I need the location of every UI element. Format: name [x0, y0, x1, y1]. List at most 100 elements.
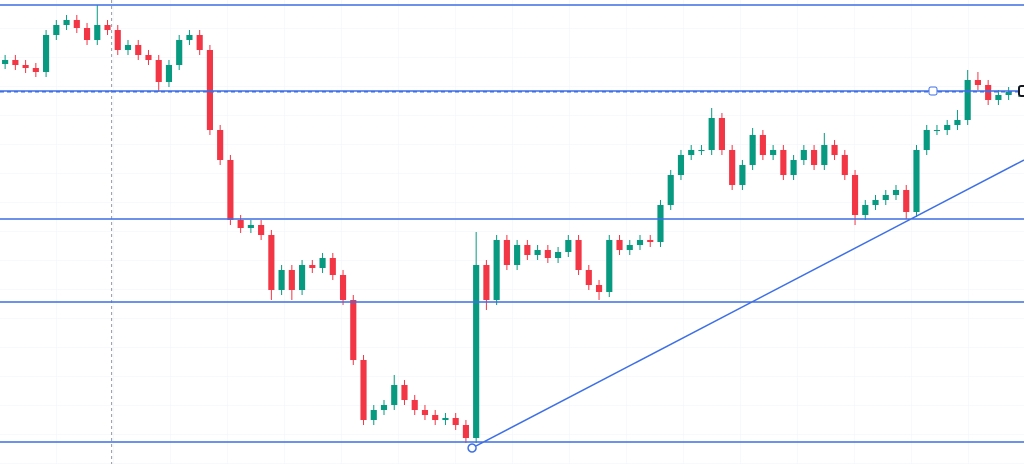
candle-body	[770, 150, 777, 155]
candle-body	[350, 300, 357, 360]
candle-body	[616, 240, 623, 250]
candle-body	[882, 195, 889, 200]
candle-body	[534, 250, 541, 255]
candle-body	[800, 150, 807, 160]
trendline[interactable]	[471, 159, 1024, 449]
candle-body	[892, 190, 900, 195]
candle-body	[739, 165, 746, 185]
candle-body	[636, 240, 644, 245]
candle-body	[12, 60, 19, 65]
candle-body	[196, 35, 203, 50]
candle-body	[903, 190, 910, 212]
candle-body	[626, 245, 633, 250]
candle-body	[155, 60, 162, 82]
candle-body	[575, 240, 582, 270]
candle-body	[339, 275, 347, 300]
candle-body	[933, 130, 941, 131]
level-handle-edge[interactable]	[1018, 85, 1024, 97]
candle-body	[708, 118, 715, 150]
candle-body	[380, 405, 388, 410]
candle-body	[657, 205, 664, 242]
candle-body	[862, 205, 869, 215]
candle-body	[923, 130, 930, 150]
candle-body	[677, 155, 685, 175]
candle-body	[913, 150, 920, 212]
candle-body	[811, 150, 818, 165]
candle-body	[851, 175, 859, 215]
candle-body	[964, 80, 971, 120]
candle-body	[186, 35, 193, 40]
candle-body	[1005, 92, 1012, 95]
candle-body	[585, 270, 592, 285]
candle-body	[647, 240, 654, 242]
candle-body	[452, 418, 459, 425]
candle-body	[780, 150, 787, 175]
candle-body	[442, 418, 449, 420]
candle-body	[595, 285, 603, 292]
candle-body	[995, 95, 1002, 100]
candle-body	[503, 240, 510, 265]
candle-body	[421, 410, 429, 415]
level-handle[interactable]	[928, 86, 938, 96]
candle-body	[954, 120, 961, 125]
candle-body	[206, 50, 213, 130]
candle-body	[524, 245, 531, 255]
candle-body	[606, 240, 613, 292]
candle-body	[411, 400, 418, 410]
candle-body	[565, 240, 572, 252]
candle-body	[432, 415, 439, 420]
candle-body	[473, 265, 480, 438]
candle-body	[729, 150, 736, 185]
candle-body	[821, 145, 828, 165]
candle-body	[299, 265, 306, 290]
candle-body	[462, 425, 469, 438]
candle-body	[749, 135, 756, 165]
candle-body	[974, 80, 981, 85]
candle-body	[483, 265, 490, 300]
candle-body	[63, 20, 70, 25]
candle-body	[227, 160, 234, 220]
candle-body	[73, 20, 80, 28]
candle-body	[841, 155, 848, 175]
candle-body	[268, 235, 275, 290]
candle-body	[944, 125, 951, 130]
candle-body	[872, 200, 879, 205]
candle-body	[790, 160, 797, 175]
candle-body	[667, 175, 674, 205]
candle-body	[493, 240, 500, 300]
candle-body	[176, 40, 183, 65]
trendline-handle[interactable]	[467, 443, 477, 453]
candle-body	[217, 130, 224, 160]
candle-body	[544, 250, 551, 258]
candle-body	[53, 25, 60, 35]
candle-body	[514, 245, 521, 265]
candle-body	[329, 258, 336, 275]
candle-body	[688, 150, 695, 155]
candle-body	[309, 265, 316, 268]
candle-body	[831, 145, 838, 155]
candle-body	[319, 258, 326, 268]
candle-body	[555, 252, 562, 258]
candle-body	[237, 220, 244, 228]
candle-body	[698, 150, 705, 151]
candle-body	[278, 270, 285, 290]
candle-body	[22, 65, 29, 68]
candle-body	[94, 25, 101, 40]
candle-body	[759, 135, 766, 155]
candle-body	[370, 410, 377, 420]
candle-body	[83, 28, 91, 40]
candle-body	[124, 45, 132, 50]
candle-body	[165, 65, 173, 82]
candle-body	[360, 360, 367, 420]
candle-body	[104, 25, 111, 30]
candle-body	[32, 68, 39, 72]
candle-body	[401, 385, 408, 400]
candle-body	[247, 225, 254, 228]
candle-body	[2, 60, 9, 64]
candle-body	[718, 118, 725, 150]
candle-body	[288, 270, 295, 290]
candle-body	[145, 55, 152, 60]
candle-body	[258, 225, 265, 235]
